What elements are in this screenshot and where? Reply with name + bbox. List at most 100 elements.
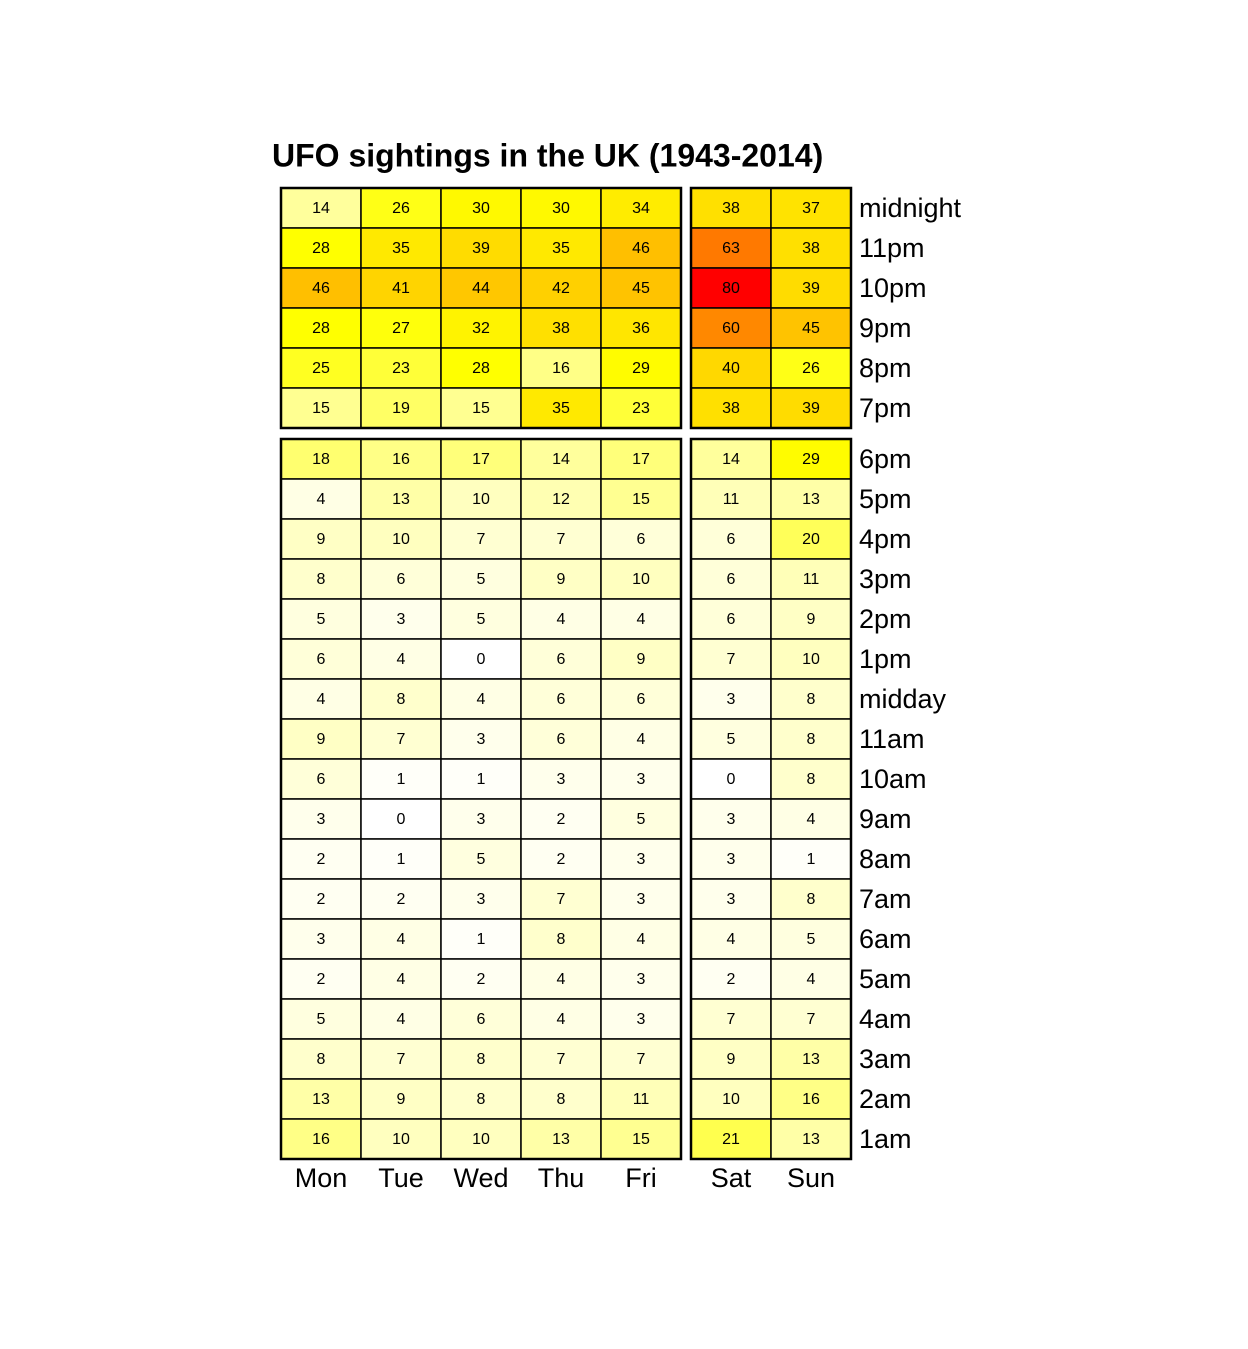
heatmap-cell-value: 5 <box>477 571 486 588</box>
heatmap-cell-value: 13 <box>552 1131 570 1148</box>
heatmap-cell-rect <box>440 998 522 1040</box>
heatmap-cell-rect <box>360 187 442 229</box>
heatmap-cell-rect <box>770 307 852 349</box>
heatmap-cell-rect <box>520 838 602 880</box>
heatmap-cell: 3 <box>600 838 682 880</box>
heatmap-cell-value: 8 <box>807 771 816 788</box>
heatmap-cell: 34 <box>600 187 682 229</box>
heatmap-cell-value: 7 <box>477 531 486 548</box>
heatmap-cell: 9 <box>600 638 682 680</box>
heatmap-cell-value: 11 <box>723 491 740 508</box>
heatmap-cell-value: 7 <box>727 651 736 668</box>
heatmap-cell-value: 10 <box>722 1091 740 1108</box>
day-label: Thu <box>538 1163 585 1193</box>
heatmap-cell: 21 <box>690 1118 772 1160</box>
heatmap-cell-rect <box>770 558 852 600</box>
heatmap-cell-rect <box>280 387 362 429</box>
heatmap-cell-rect <box>280 918 362 960</box>
heatmap-cell-value: 5 <box>477 611 486 628</box>
heatmap-cell-rect <box>770 798 852 840</box>
heatmap-cell: 4 <box>360 918 442 960</box>
heatmap-cell-value: 3 <box>637 1011 646 1028</box>
heatmap-cell: 36 <box>600 307 682 349</box>
heatmap-cell: 3 <box>360 598 442 640</box>
heatmap-cell-rect <box>600 758 682 800</box>
heatmap-cell: 7 <box>360 1038 442 1080</box>
heatmap-cell-value: 10 <box>632 571 650 588</box>
heatmap-cell-value: 46 <box>632 240 650 257</box>
heatmap-cell-value: 29 <box>802 451 820 468</box>
heatmap-cell-value: 0 <box>477 651 486 668</box>
heatmap-cell: 10 <box>440 1118 522 1160</box>
heatmap-cell: 11 <box>690 478 772 520</box>
heatmap-cell-value: 6 <box>637 531 646 548</box>
heatmap-cell-value: 4 <box>397 1011 406 1028</box>
heatmap-cell: 5 <box>280 598 362 640</box>
heatmap-cell-value: 23 <box>632 400 650 417</box>
hour-label: 1pm <box>859 644 912 674</box>
heatmap-cell: 40 <box>690 347 772 389</box>
heatmap-cell-value: 39 <box>802 280 820 297</box>
heatmap-cell-value: 1 <box>397 771 406 788</box>
heatmap-cell-value: 30 <box>552 200 570 217</box>
chart-title: UFO sightings in the UK (1943-2014) <box>272 137 823 173</box>
heatmap-block-border <box>689 437 853 1161</box>
heatmap-cell-rect <box>600 518 682 560</box>
heatmap-cell-value: 7 <box>557 891 566 908</box>
heatmap-cell-rect <box>600 558 682 600</box>
heatmap-cell-value: 36 <box>632 320 650 337</box>
heatmap-cell-rect <box>770 998 852 1040</box>
heatmap-cell-value: 2 <box>477 971 486 988</box>
heatmap-cell-value: 4 <box>397 971 406 988</box>
heatmap-cell: 63 <box>690 227 772 269</box>
heatmap-cell-rect <box>440 798 522 840</box>
heatmap-cell-rect <box>520 678 602 720</box>
heatmap-cell: 4 <box>770 958 852 1000</box>
heatmap-group-borders <box>279 186 853 1161</box>
heatmap-cell-value: 4 <box>557 971 566 988</box>
heatmap-cell-value: 3 <box>477 811 486 828</box>
heatmap-cell-value: 26 <box>392 200 410 217</box>
heatmap-cell-value: 38 <box>552 320 570 337</box>
heatmap-cell-rect <box>770 758 852 800</box>
heatmap-cell-value: 29 <box>632 360 650 377</box>
heatmap-cell-rect <box>520 1038 602 1080</box>
heatmap-cell: 9 <box>690 1038 772 1080</box>
heatmap-cell-rect <box>440 1078 522 1120</box>
heatmap-cell: 42 <box>520 267 602 309</box>
heatmap-cell: 20 <box>770 518 852 560</box>
heatmap-cell: 38 <box>770 227 852 269</box>
heatmap-cell-rect <box>770 1118 852 1160</box>
heatmap-cell-rect <box>520 267 602 309</box>
hour-label: 6pm <box>859 444 912 474</box>
hour-label: 2am <box>859 1084 912 1114</box>
heatmap-cell: 8 <box>770 878 852 920</box>
heatmap-cell: 10 <box>360 1118 442 1160</box>
heatmap-cell-value: 21 <box>722 1131 740 1148</box>
heatmap-cell: 16 <box>280 1118 362 1160</box>
heatmap-cell: 5 <box>690 718 772 760</box>
heatmap-cell-value: 6 <box>727 531 736 548</box>
heatmap-cell-rect <box>360 598 442 640</box>
heatmap-cell-rect <box>360 387 442 429</box>
hour-axis-labels: midnight 11pm 10pm 9pm 8pm 7pm 6pm 5pm 4pm 3pm 2pm… <box>859 193 962 1154</box>
heatmap-cell: 8 <box>770 678 852 720</box>
heatmap-cell: 6 <box>690 518 772 560</box>
heatmap-cell-rect <box>770 598 852 640</box>
heatmap-cell-value: 3 <box>397 611 406 628</box>
heatmap-cell-value: 12 <box>552 491 570 508</box>
heatmap-cell-rect <box>600 1118 682 1160</box>
heatmap-cell-rect <box>360 267 442 309</box>
heatmap-cell-value: 6 <box>557 651 566 668</box>
heatmap-cell-rect <box>440 598 522 640</box>
heatmap-cell: 38 <box>690 387 772 429</box>
heatmap-cell-rect <box>280 1078 362 1120</box>
heatmap-cell-value: 9 <box>317 731 326 748</box>
heatmap-cell: 11 <box>600 1078 682 1120</box>
heatmap-cell-rect <box>520 878 602 920</box>
heatmap-cell-value: 9 <box>727 1051 736 1068</box>
heatmap-cell: 3 <box>600 998 682 1040</box>
heatmap-cell: 35 <box>360 227 442 269</box>
